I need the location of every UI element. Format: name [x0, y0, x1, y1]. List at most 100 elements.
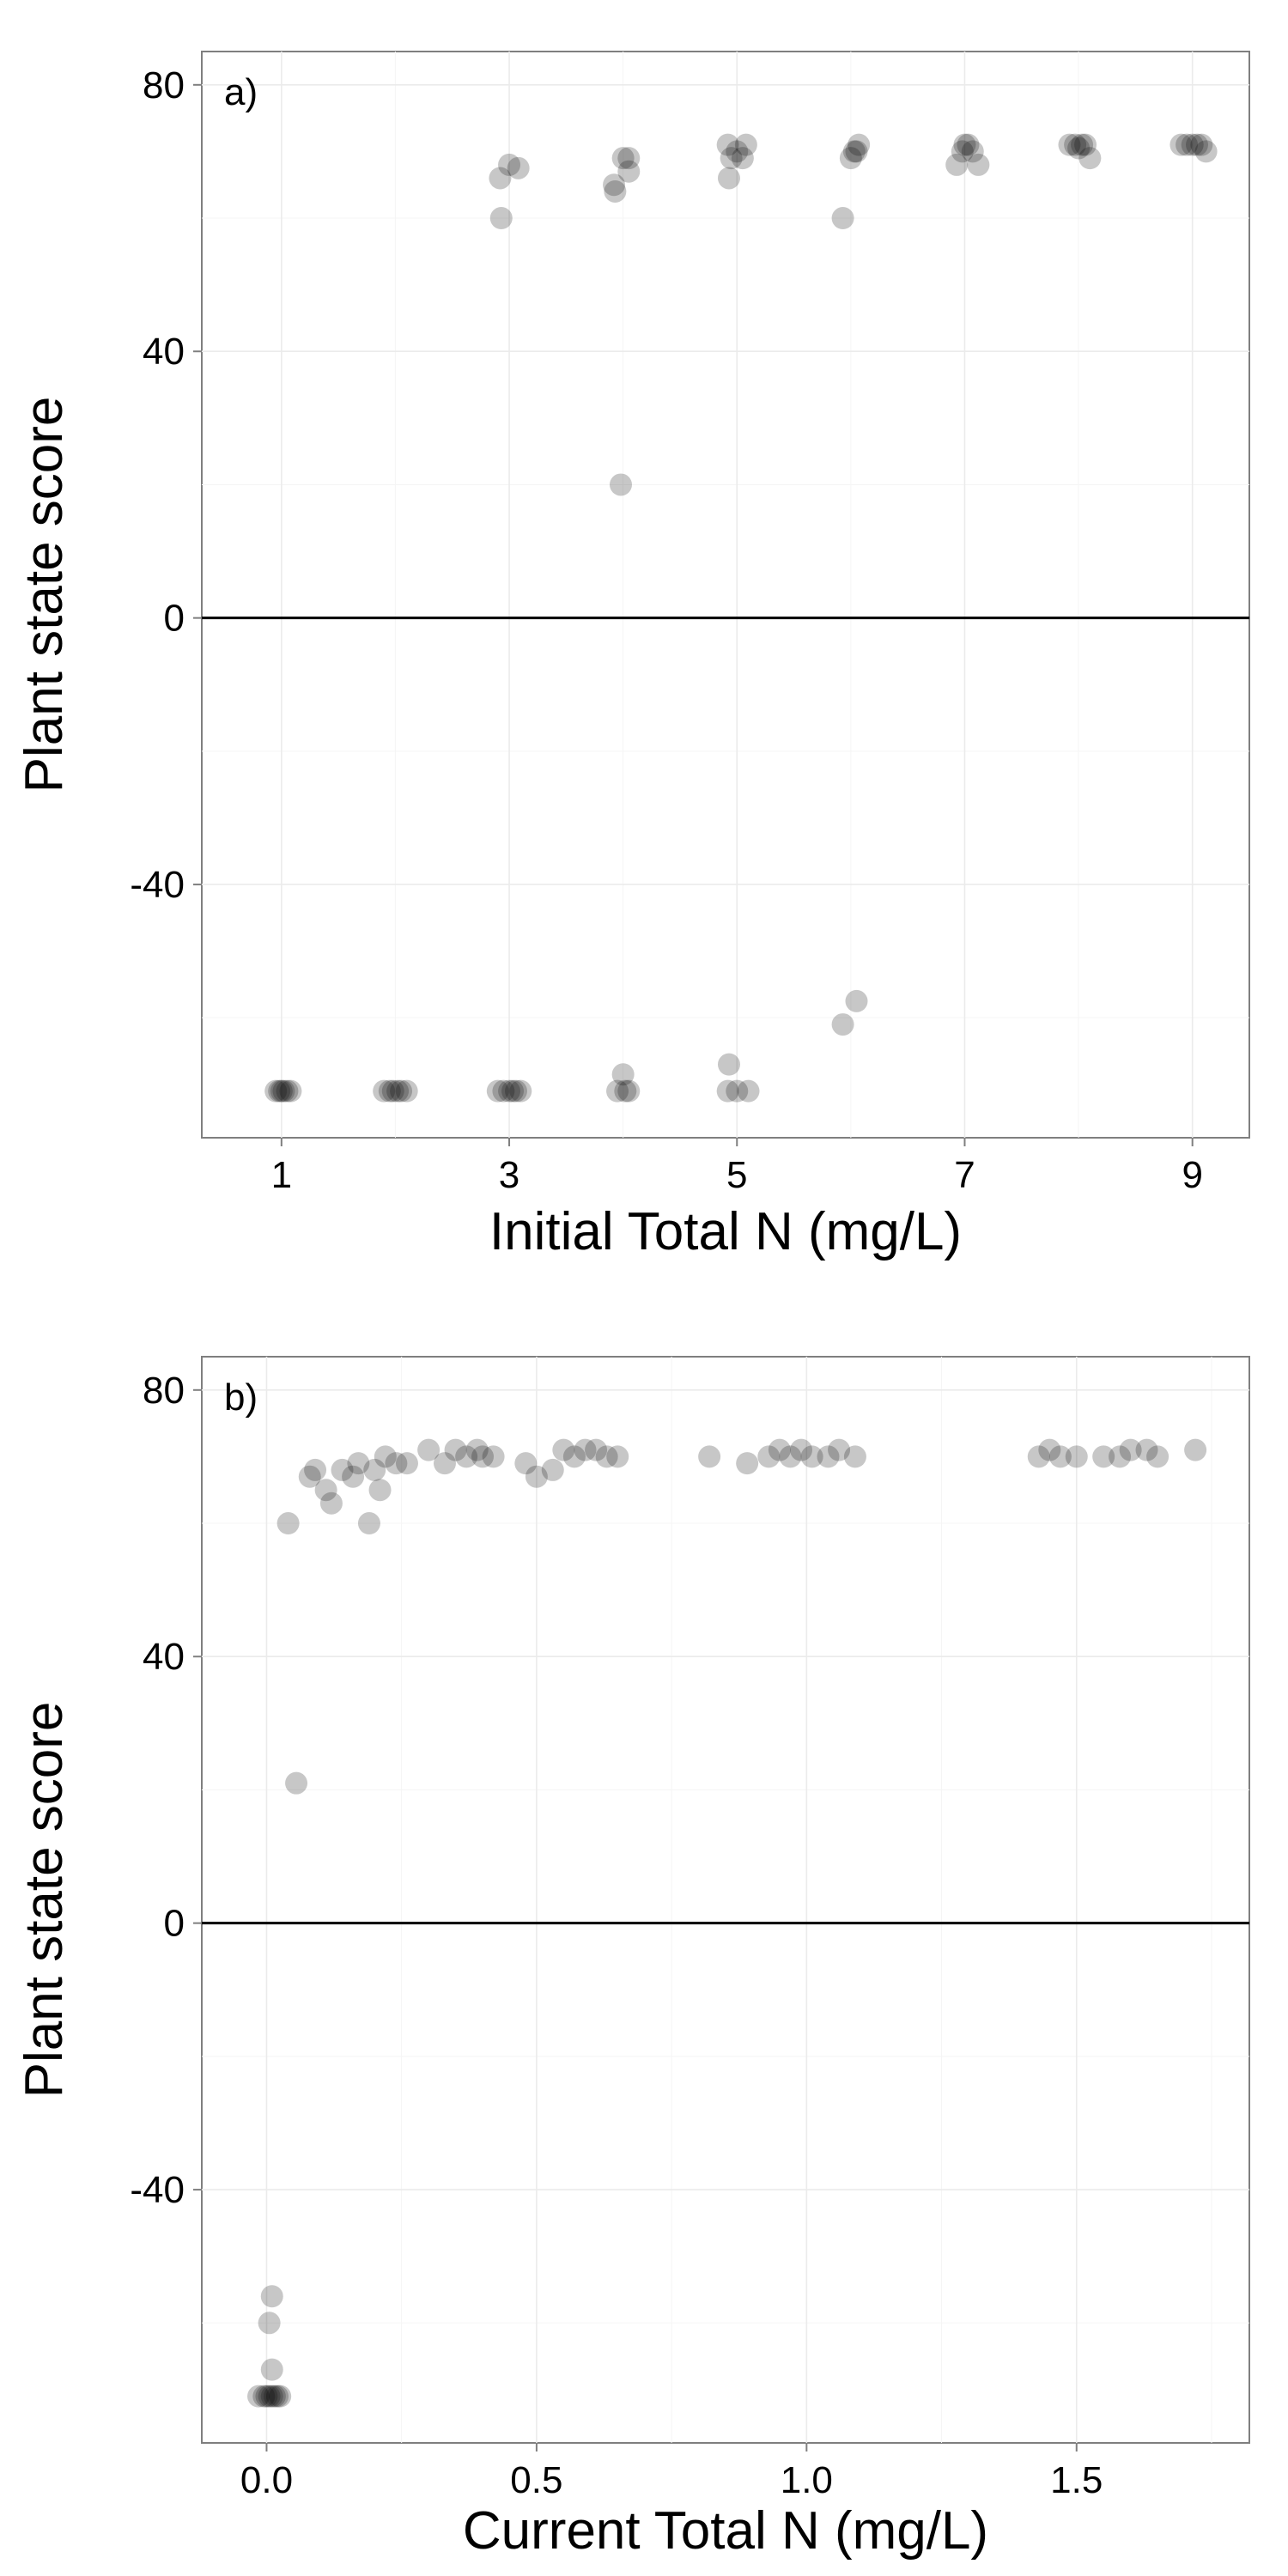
- data-point: [260, 2358, 283, 2381]
- panel-a-label: a): [224, 71, 258, 113]
- data-point: [417, 1438, 440, 1461]
- data-point: [552, 1438, 575, 1461]
- data-point: [757, 1445, 781, 1468]
- data-point: [945, 153, 969, 176]
- data-point: [264, 1079, 288, 1103]
- data-point: [961, 140, 984, 163]
- panel-a: 1 3 5 7 9 -40 0 40 80 a) Initial Total N (mg/L) Pla…: [15, 51, 1250, 1261]
- y-tick-label: 40: [143, 331, 185, 373]
- data-point: [255, 2385, 278, 2408]
- data-point: [285, 1771, 308, 1795]
- data-point: [1058, 133, 1081, 156]
- y-tick-label: 80: [143, 1370, 185, 1412]
- data-point: [331, 1458, 354, 1481]
- data-point: [357, 1512, 380, 1535]
- panel-b-x-axis-title: Current Total N (mg/L): [463, 2501, 988, 2561]
- data-point: [1092, 1445, 1115, 1468]
- data-point: [1190, 133, 1213, 156]
- data-point: [381, 1079, 404, 1103]
- data-point: [509, 1079, 532, 1103]
- data-point: [1170, 133, 1193, 156]
- data-point: [541, 1458, 564, 1481]
- data-point: [514, 1452, 538, 1475]
- data-point: [800, 1445, 823, 1468]
- data-point: [258, 2385, 281, 2408]
- data-point: [848, 133, 871, 156]
- data-point: [1067, 137, 1091, 160]
- data-point: [314, 1479, 337, 1502]
- data-point: [1184, 1438, 1207, 1461]
- data-point: [465, 1438, 489, 1461]
- data-point: [790, 1438, 813, 1461]
- data-point: [842, 140, 866, 163]
- data-point: [817, 1445, 840, 1468]
- y-tick-label: -40: [130, 2169, 185, 2211]
- data-point: [505, 1079, 527, 1103]
- data-point: [595, 1445, 618, 1468]
- data-point: [831, 207, 854, 230]
- data-point: [604, 179, 627, 203]
- data-point: [617, 147, 641, 170]
- data-point: [347, 1452, 370, 1475]
- x-tick-label: 1.5: [1050, 2459, 1103, 2501]
- data-point: [845, 989, 868, 1012]
- x-tick-label: 0.0: [240, 2459, 293, 2501]
- data-point: [507, 156, 530, 179]
- data-point: [1078, 147, 1102, 170]
- data-point: [585, 1438, 608, 1461]
- data-point: [606, 1079, 629, 1103]
- data-point: [1064, 133, 1087, 156]
- data-point: [845, 140, 868, 163]
- data-point: [386, 1079, 410, 1103]
- data-point: [260, 2385, 283, 2408]
- data-point: [1181, 133, 1204, 156]
- data-point: [501, 1079, 525, 1103]
- data-point: [726, 140, 749, 163]
- data-point: [279, 1079, 302, 1103]
- panel-b-grid: [202, 1357, 1249, 2443]
- data-point: [444, 1438, 467, 1461]
- data-point: [390, 1079, 413, 1103]
- data-point: [831, 1013, 854, 1036]
- data-point: [1119, 1438, 1142, 1461]
- data-point: [611, 1063, 635, 1086]
- data-point: [1038, 1438, 1061, 1461]
- data-point: [298, 1465, 321, 1488]
- x-tick-label: 1.0: [781, 2459, 833, 2501]
- panel-b: 0.0 0.5 1.0 1.5 -40 0 40 80 b) Current Total N (m…: [15, 1356, 1250, 2561]
- data-point: [498, 1079, 521, 1103]
- data-point: [716, 1079, 739, 1103]
- data-point: [268, 1079, 291, 1103]
- data-point: [304, 1458, 327, 1481]
- panel-a-grid: [202, 52, 1249, 1138]
- data-point: [716, 133, 739, 156]
- x-tick-label: 7: [954, 1154, 975, 1196]
- data-point: [1176, 133, 1199, 156]
- data-point: [492, 1079, 515, 1103]
- data-point: [1071, 133, 1094, 156]
- data-point: [525, 1465, 548, 1488]
- panel-b-label: b): [224, 1376, 258, 1419]
- data-point: [252, 2385, 276, 2408]
- data-point: [263, 2385, 286, 2408]
- data-point: [779, 1445, 802, 1468]
- data-point: [489, 207, 513, 230]
- data-point: [486, 1079, 509, 1103]
- x-tick-label: 3: [499, 1154, 519, 1196]
- data-point: [731, 147, 754, 170]
- data-point: [266, 2385, 289, 2408]
- data-point: [258, 2312, 281, 2335]
- data-point: [433, 1452, 456, 1475]
- data-point: [1194, 140, 1218, 163]
- data-point: [319, 1492, 343, 1515]
- data-point: [734, 133, 757, 156]
- panel-b-plot-area: [201, 1356, 1250, 2444]
- data-point: [768, 1438, 791, 1461]
- data-point: [839, 147, 862, 170]
- data-point: [698, 1445, 721, 1468]
- panel-a-plot-area: [201, 51, 1250, 1139]
- data-point: [610, 473, 632, 496]
- y-tick-label: 80: [143, 64, 185, 106]
- y-tick-label: 40: [143, 1636, 185, 1678]
